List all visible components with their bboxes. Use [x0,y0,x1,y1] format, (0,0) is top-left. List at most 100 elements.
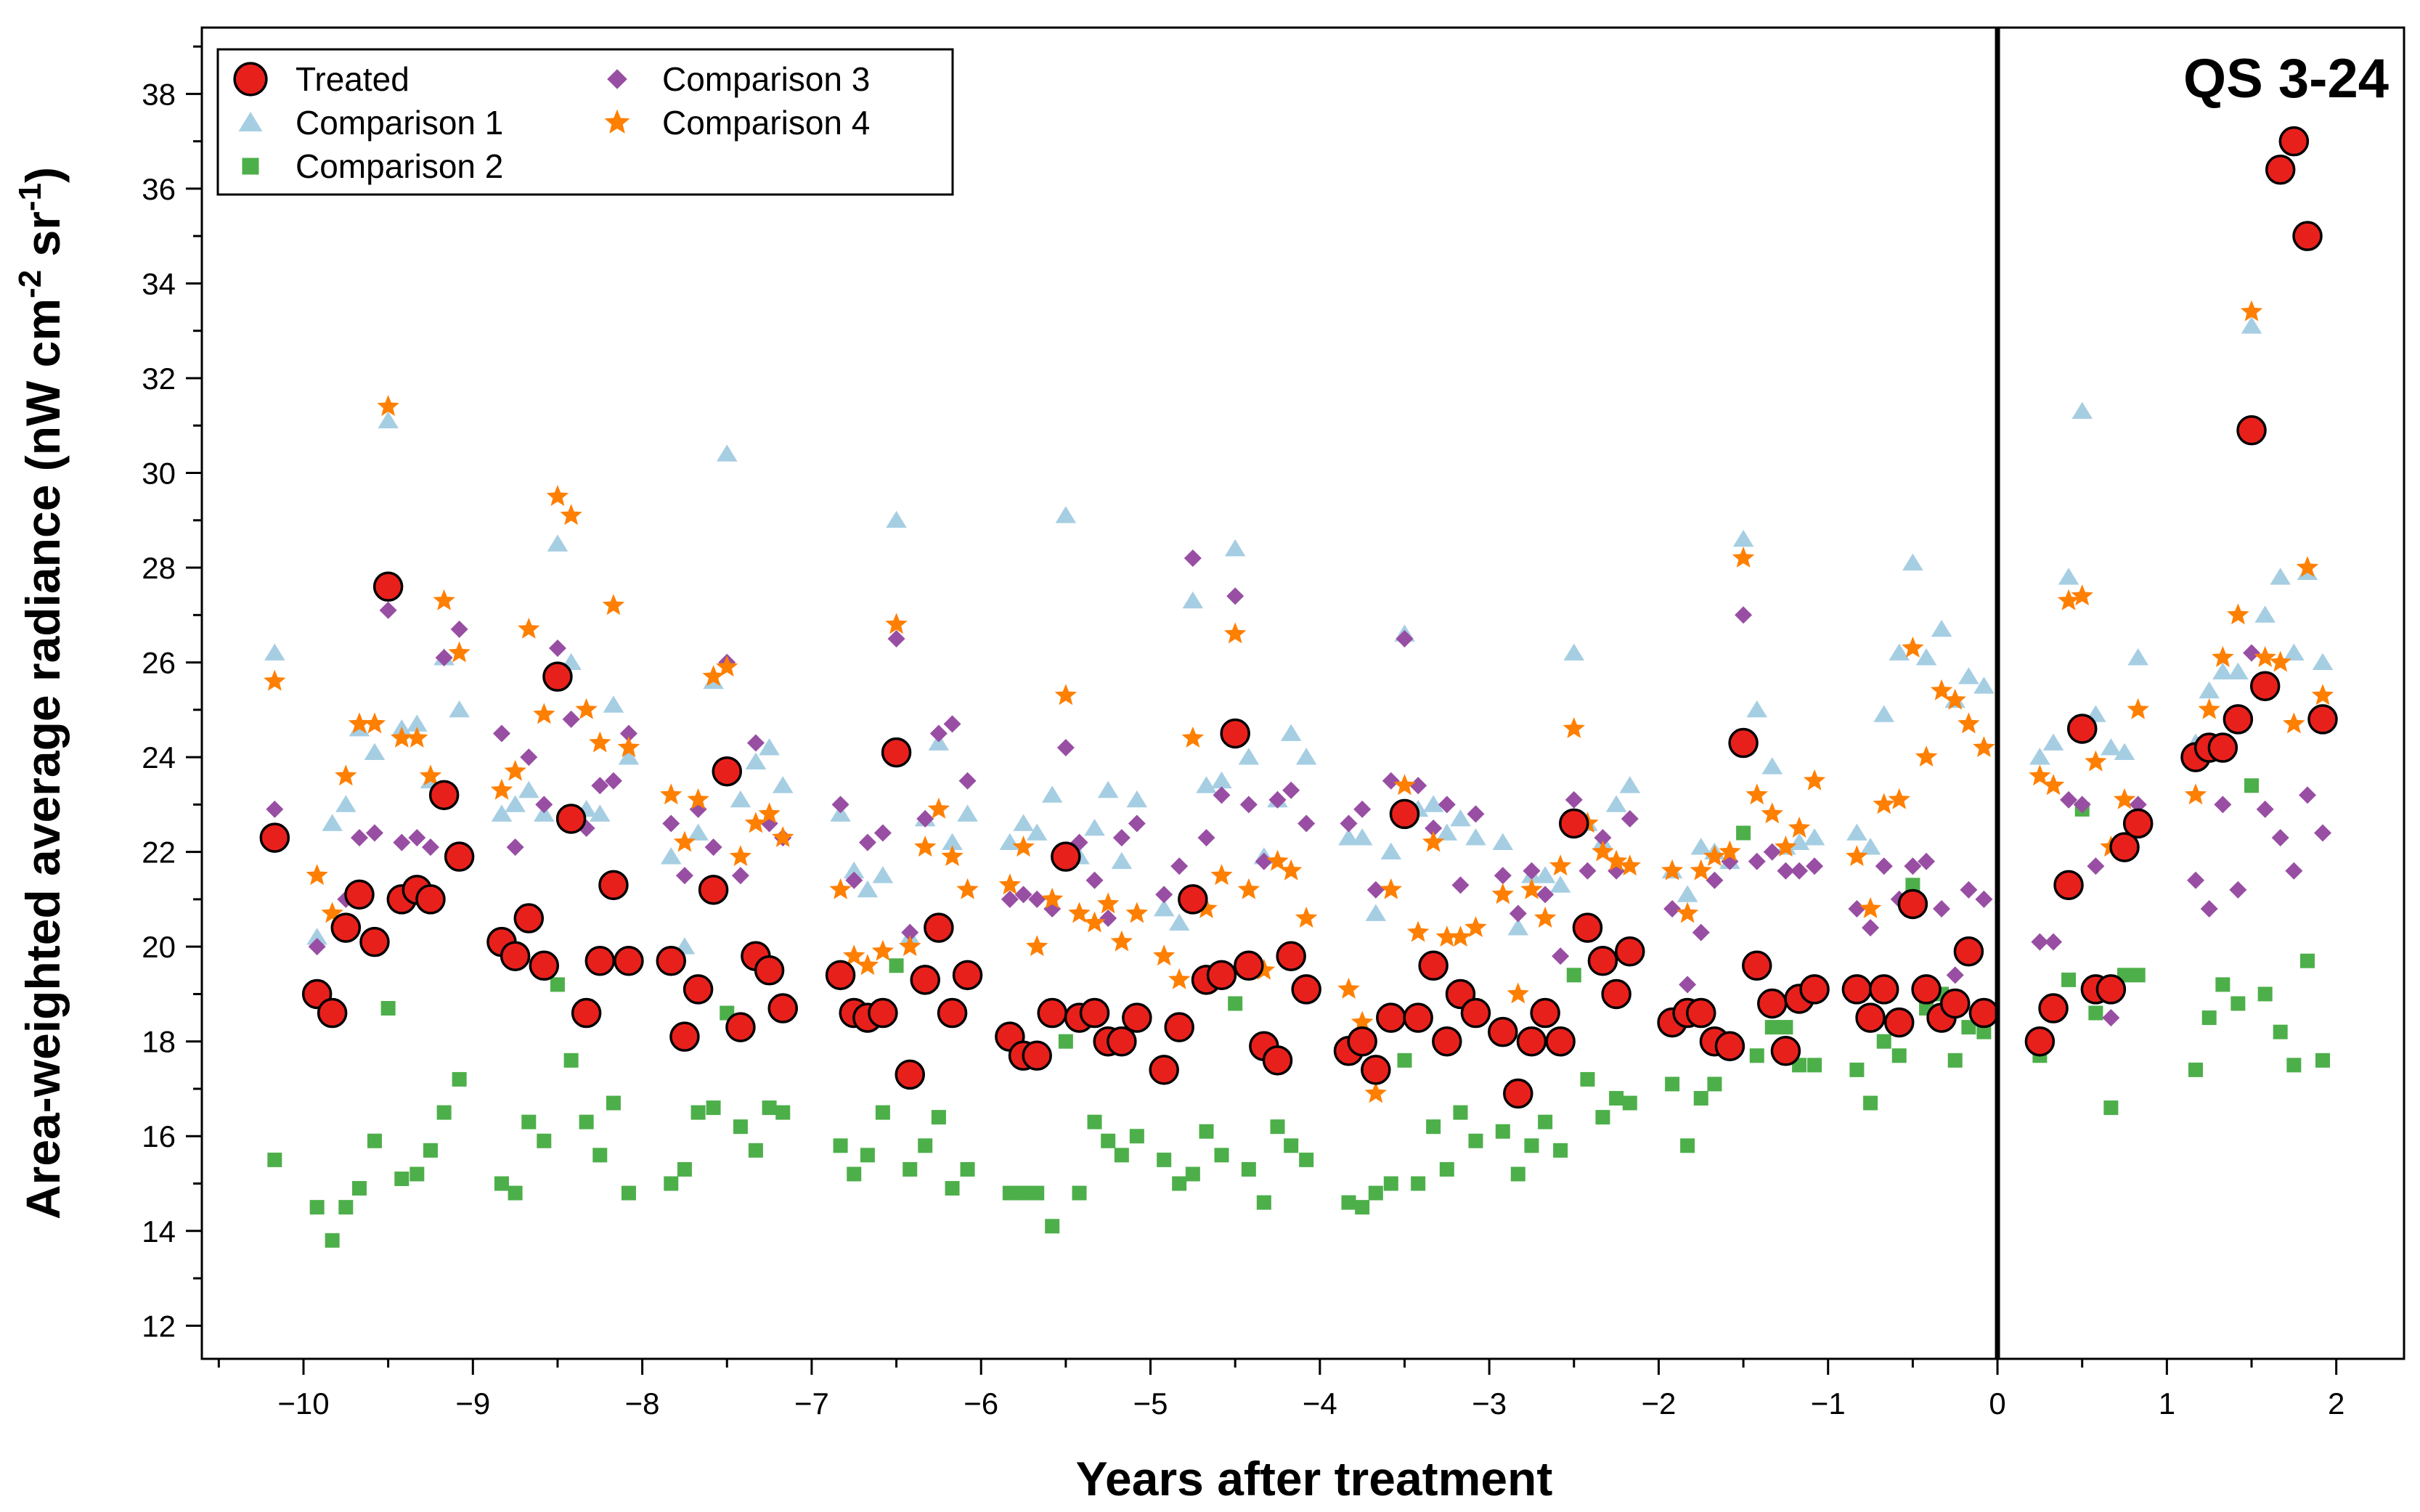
data-point [1436,823,1458,841]
data-point [716,655,738,677]
data-point [2127,648,2149,666]
data-point [452,1071,467,1087]
data-point [1492,833,1514,850]
data-point [1435,925,1458,947]
data-point [2129,796,2147,814]
data-point [1238,748,1260,765]
data-point [1129,1129,1144,1144]
data-point [1237,878,1260,899]
data-point [1183,549,1202,567]
data-point [351,1181,367,1196]
data-point [423,1143,438,1158]
data-point [547,534,569,552]
data-point [1182,591,1204,609]
data-point [744,812,767,833]
data-point [322,814,343,831]
data-point [2254,646,2276,667]
data-point [843,861,865,879]
data-point [1728,727,1759,759]
x-tick-label: −1 [1811,1386,1846,1421]
data-point [914,835,937,857]
y-tick-label: 30 [142,457,176,491]
data-point [1085,871,1104,889]
data-point [669,1021,700,1052]
data-point [1181,727,1205,748]
data-point [1037,997,1067,1029]
data-point [619,724,637,743]
data-point [379,601,397,619]
data-point [1213,786,1231,804]
data-point [1770,1036,1801,1066]
data-point [1605,795,1627,812]
data-point [1661,859,1684,880]
data-point [308,938,326,956]
data-point [1450,809,1471,827]
data-point [943,715,961,733]
data-point [1523,862,1541,880]
legend-label: Treated [296,60,410,98]
data-point [1079,997,1110,1029]
data-point [421,838,439,857]
legend-box [216,48,954,196]
data-point [1055,506,1077,523]
data-point [1745,783,1768,805]
data-point [321,902,343,923]
data-point [1566,968,1581,983]
data-point [393,833,411,851]
data-point [2244,778,2260,793]
data-point [1409,777,1427,795]
data-point [2270,568,2291,585]
data-point [1185,1166,1200,1182]
data-point [2095,974,2127,1005]
data-point [2299,786,2317,804]
data-point [2307,704,2338,735]
data-point [945,1181,960,1196]
data-point [1622,1095,1637,1111]
data-point [829,878,852,899]
data-point [1510,1166,1525,1182]
data-point [494,1176,509,1191]
data-point [603,695,624,713]
data-point [1099,910,1117,928]
panel-title: QS 3-24 [2183,48,2389,110]
data-point [1690,859,1712,880]
data-point [1719,840,1741,862]
data-point [931,1110,946,1125]
data-point [1058,1034,1073,1049]
data-point [2254,605,2276,623]
y-tick-label: 28 [142,551,176,585]
data-point [377,395,399,417]
data-point [492,724,510,743]
data-point [562,710,580,728]
data-point [1241,1161,1256,1177]
data-point [1380,878,1402,899]
data-point [1549,875,1571,893]
data-point [1868,974,1899,1005]
data-point [698,875,729,905]
data-point [1014,886,1032,904]
data-point [1915,745,1938,767]
data-point [1364,1082,1387,1103]
data-point [592,1148,608,1163]
data-point [1211,771,1232,789]
data-point [606,1095,621,1111]
data-point [775,1105,791,1120]
data-point [1382,772,1400,790]
data-point [1280,724,1302,741]
data-point [1297,814,1316,833]
data-point [1778,1020,1793,1035]
x-tick-label: −9 [455,1386,490,1421]
data-point [1536,886,1555,904]
data-point [2240,300,2263,322]
data-point [1552,947,1570,965]
data-point [1601,978,1631,1010]
data-point [1101,1133,1116,1148]
data-point [550,977,565,992]
data-point [1195,897,1218,918]
data-point [1749,1048,1764,1063]
data-point [407,714,428,732]
data-point [1170,857,1189,875]
data-point [435,649,453,667]
data-point [2236,415,2267,446]
data-point [598,870,629,901]
